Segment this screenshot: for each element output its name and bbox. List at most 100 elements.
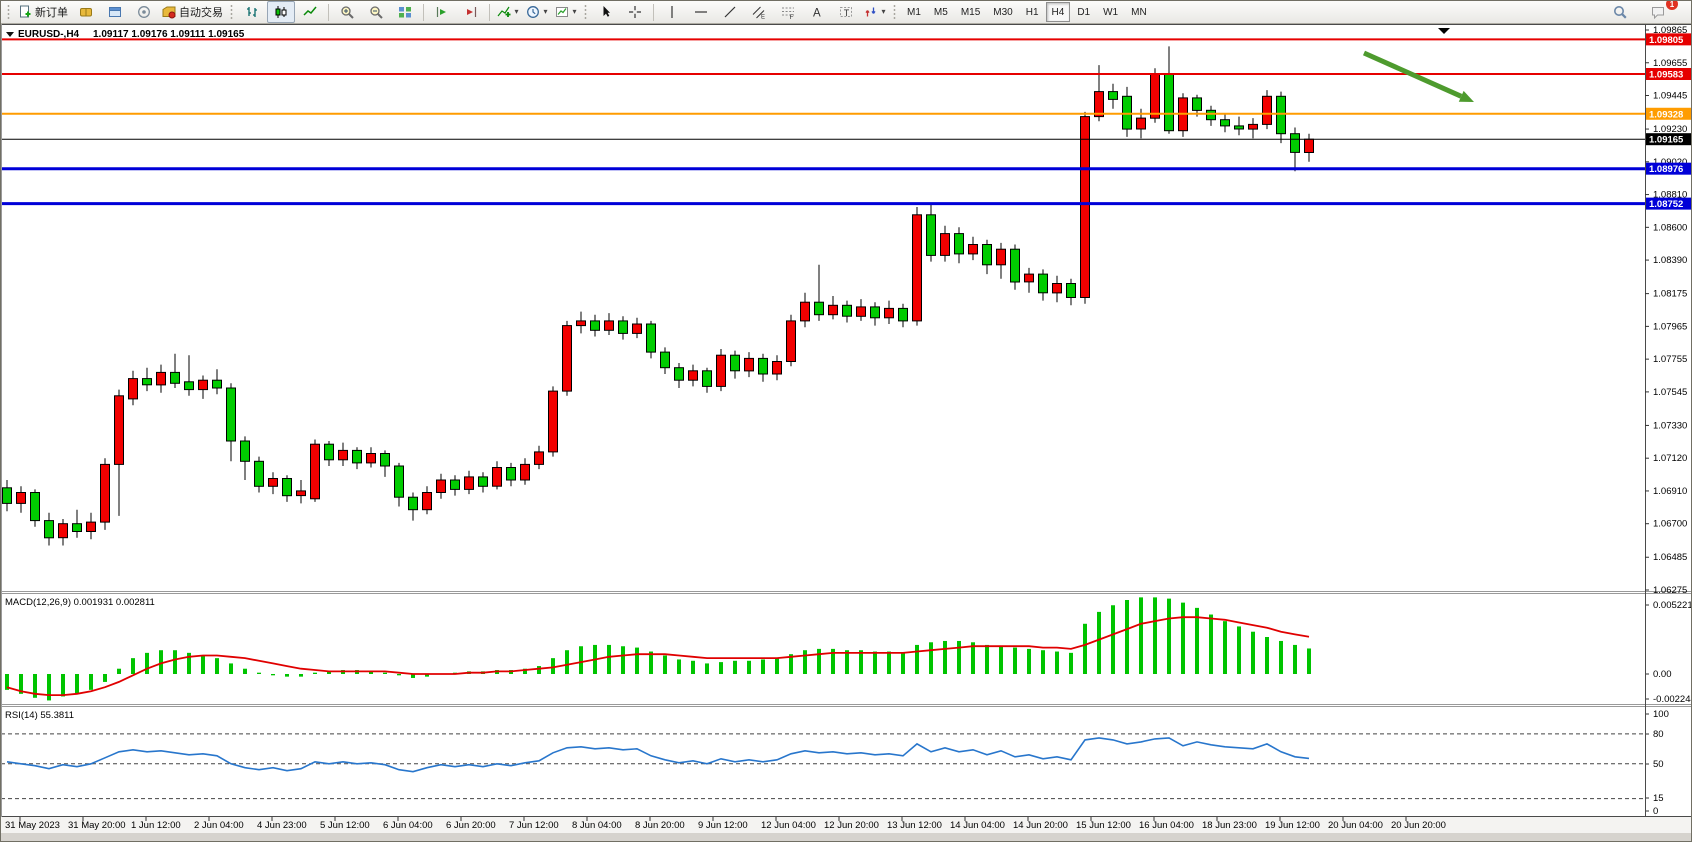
candle-body (898, 307, 908, 322)
vertical-line-button[interactable] (658, 1, 686, 23)
candle-body (968, 244, 978, 255)
collapse-triangle-icon[interactable] (6, 32, 14, 37)
svg-text:6 Jun 20:00: 6 Jun 20:00 (446, 820, 496, 831)
candle-body (870, 306, 880, 319)
timeframe-mn-button[interactable]: MN (1131, 6, 1147, 18)
bar-chart-button[interactable] (238, 1, 266, 23)
svg-text:31 May 20:00: 31 May 20:00 (68, 820, 126, 831)
timeframe-m30-button[interactable]: M30 (993, 6, 1013, 18)
market-watch-button[interactable] (72, 1, 100, 23)
svg-text:31 May 2023: 31 May 2023 (5, 820, 60, 831)
toolbar-right-group: 1 (1606, 1, 1688, 23)
toolbar-separator (328, 3, 329, 21)
arrows-button[interactable]: ▾ (861, 1, 889, 23)
chart-shift-icon (464, 5, 478, 19)
horizontal-line-button[interactable] (687, 1, 715, 23)
blue-window-icon (108, 5, 122, 19)
pane-borders (1, 24, 1691, 817)
timeframe-d1-button[interactable]: D1 (1077, 6, 1091, 18)
svg-text:1.08600: 1.08600 (1653, 222, 1687, 233)
svg-text:-0.002244: -0.002244 (1653, 694, 1692, 705)
timeframe-m1-button[interactable]: M1 (907, 6, 921, 18)
text-label-button[interactable]: T (832, 1, 860, 23)
zoom-out-button[interactable] (362, 1, 390, 23)
periods-button[interactable]: ▾ (523, 1, 551, 23)
macd-pane[interactable] (5, 597, 1311, 701)
svg-text:0: 0 (1653, 806, 1658, 817)
indicators-button[interactable]: ▾ (494, 1, 522, 23)
auto-scroll-icon (435, 5, 449, 19)
auto-scroll-button[interactable] (428, 1, 456, 23)
candle-body (576, 320, 586, 327)
candle-body (492, 467, 502, 487)
candle-body (86, 521, 96, 532)
svg-text:1.08390: 1.08390 (1653, 255, 1687, 266)
indicator-axis[interactable]: 0.005221 0.00 -0.002244 100 80 50 15 0 (1645, 593, 1692, 817)
svg-text:A: A (813, 8, 821, 20)
annotations-layer[interactable] (1362, 28, 1474, 102)
svg-text:16 Jun 04:00: 16 Jun 04:00 (1139, 820, 1194, 831)
svg-text:1.09328: 1.09328 (1649, 109, 1683, 120)
svg-text:12 Jun 04:00: 12 Jun 04:00 (761, 820, 816, 831)
candle-body (842, 304, 852, 317)
chat-button[interactable]: 1 (1644, 1, 1678, 23)
chart-shift-button[interactable] (457, 1, 485, 23)
gold-book-icon (79, 5, 93, 19)
svg-text:F: F (790, 14, 794, 19)
trendline-button[interactable] (716, 1, 744, 23)
price-lines-layer[interactable] (1, 38, 1645, 206)
rsi-pane[interactable] (1, 733, 1645, 800)
search-button[interactable] (1606, 1, 1634, 23)
candle-body (282, 478, 292, 497)
candle-chart-button[interactable] (267, 1, 295, 23)
price-line-label (1646, 162, 1691, 175)
timeframe-m5-button[interactable]: M5 (933, 6, 948, 18)
ohlc-bars-icon (245, 5, 259, 19)
svg-text:13 Jun 12:00: 13 Jun 12:00 (887, 820, 942, 831)
new-order-button[interactable]: 新订单 (15, 1, 71, 23)
svg-text:80: 80 (1653, 729, 1664, 740)
candle-body (800, 301, 810, 322)
svg-text:20 Jun 20:00: 20 Jun 20:00 (1391, 820, 1446, 831)
text-button[interactable]: A (803, 1, 831, 23)
candle-body (856, 306, 866, 317)
candle-body (100, 463, 110, 523)
auto-trading-button-label: 自动交易 (179, 7, 223, 19)
candle-body (198, 379, 208, 391)
svg-text:18 Jun 23:00: 18 Jun 23:00 (1202, 820, 1257, 831)
timeframe-h4-button[interactable]: H4 (1045, 2, 1071, 22)
candle-body (128, 378, 138, 400)
svg-text:6 Jun 04:00: 6 Jun 04:00 (383, 820, 433, 831)
data-window-button[interactable] (101, 1, 129, 23)
signals-button[interactable] (130, 1, 158, 23)
candle-body (716, 354, 726, 387)
tile-windows-button[interactable] (391, 1, 419, 23)
timeframe-w1-button[interactable]: W1 (1103, 6, 1119, 18)
svg-text:7 Jun 12:00: 7 Jun 12:00 (509, 820, 559, 831)
line-chart-button[interactable] (296, 1, 324, 23)
candle-body (1192, 97, 1202, 111)
candle-body (660, 351, 670, 369)
svg-text:0.005221: 0.005221 (1653, 600, 1692, 611)
timeframe-h1-button[interactable]: H1 (1025, 6, 1039, 18)
svg-text:14 Jun 04:00: 14 Jun 04:00 (950, 820, 1005, 831)
candle-body (1122, 95, 1132, 130)
cursor-button[interactable] (592, 1, 620, 23)
fibonacci-button[interactable]: F (774, 1, 802, 23)
svg-text:1.07755: 1.07755 (1653, 354, 1687, 365)
timeframe-m15-button[interactable]: M15 (960, 6, 981, 18)
candle-body (1066, 283, 1076, 298)
candle-body (422, 492, 432, 511)
equidistant-channel-button[interactable]: E (745, 1, 773, 23)
time-axis[interactable]: 31 May 2023 31 May 20:00 1 Jun 12:00 2 Jun … (5, 817, 1446, 831)
candle-body (296, 490, 306, 497)
candle-body (450, 479, 460, 490)
auto-trading-button[interactable]: 自动交易 (159, 1, 226, 23)
zoom-in-button[interactable] (333, 1, 361, 23)
templates-button[interactable]: ▾ (552, 1, 580, 23)
crosshair-button[interactable] (621, 1, 649, 23)
line-chart-icon (303, 5, 317, 19)
price-axis[interactable]: 1.09865 1.09655 1.09445 1.09230 1.09020 1.088… (1645, 25, 1692, 596)
